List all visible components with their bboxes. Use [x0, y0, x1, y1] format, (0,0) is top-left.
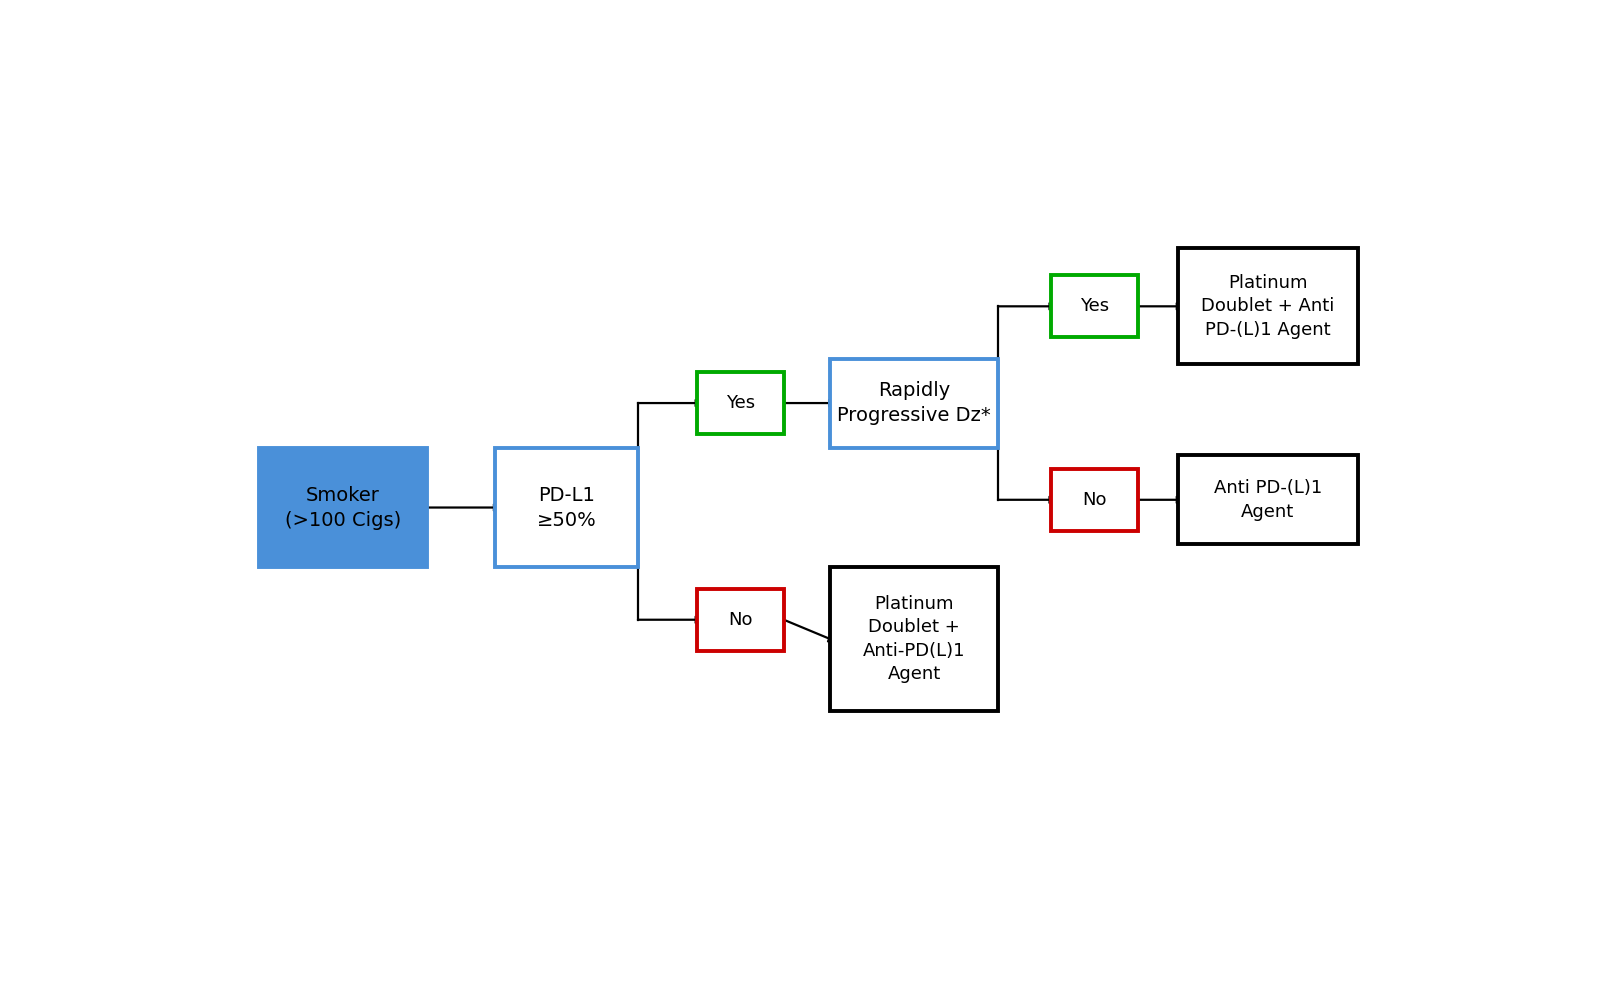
FancyBboxPatch shape: [495, 447, 638, 568]
Text: No: No: [727, 611, 753, 629]
FancyBboxPatch shape: [260, 447, 426, 568]
Text: PD-L1
≥50%: PD-L1 ≥50%: [537, 485, 596, 530]
FancyBboxPatch shape: [1177, 248, 1358, 365]
FancyBboxPatch shape: [697, 372, 783, 434]
FancyBboxPatch shape: [830, 359, 998, 447]
FancyBboxPatch shape: [830, 568, 998, 711]
FancyBboxPatch shape: [1051, 468, 1137, 531]
Text: Yes: Yes: [726, 394, 755, 412]
Text: Platinum
Doublet + Anti
PD-(L)1 Agent: Platinum Doublet + Anti PD-(L)1 Agent: [1202, 273, 1334, 339]
FancyBboxPatch shape: [697, 589, 783, 650]
Text: Platinum
Doublet +
Anti-PD(L)1
Agent: Platinum Doublet + Anti-PD(L)1 Agent: [863, 595, 966, 683]
Text: Rapidly
Progressive Dz*: Rapidly Progressive Dz*: [838, 381, 992, 425]
Text: Smoker
(>100 Cigs): Smoker (>100 Cigs): [285, 485, 400, 530]
FancyBboxPatch shape: [1051, 275, 1137, 338]
Text: No: No: [1081, 490, 1107, 509]
FancyBboxPatch shape: [1177, 455, 1358, 545]
Text: Yes: Yes: [1080, 297, 1109, 316]
Text: Anti PD-(L)1
Agent: Anti PD-(L)1 Agent: [1214, 479, 1322, 521]
